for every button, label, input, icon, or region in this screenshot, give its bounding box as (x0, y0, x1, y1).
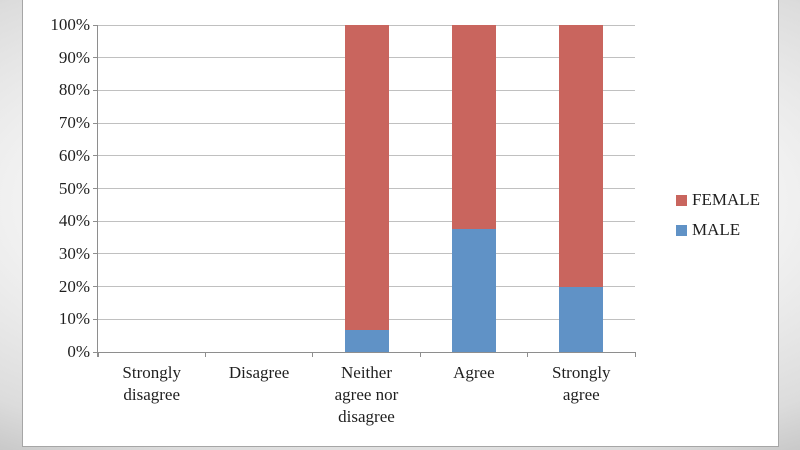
legend-label-female[interactable]: FEMALE (692, 190, 760, 209)
bar-segment-male-5[interactable] (559, 286, 603, 352)
legend-swatch-male[interactable] (676, 225, 687, 236)
bar-segment-female-3[interactable] (345, 25, 389, 331)
y-axis-tick-label: 40% (58, 211, 90, 231)
chart-canvas[interactable] (22, 0, 779, 447)
x-axis-line (98, 351, 635, 353)
bar-segment-male-4[interactable] (452, 229, 496, 352)
y-axis-tick-label: 90% (58, 47, 90, 67)
y-axis-tick (93, 318, 98, 320)
y-axis-tick-label: 20% (58, 276, 90, 296)
y-axis-tick (93, 188, 98, 189)
y-axis-tick (93, 286, 98, 288)
y-axis-tick-label: 0% (67, 342, 90, 361)
bar-segment-female-5[interactable] (559, 25, 603, 287)
x-axis-tick (312, 352, 314, 357)
x-axis-category-label: Disagree (228, 363, 290, 382)
y-axis-tick-label: 60% (58, 145, 90, 165)
x-axis-category-label: Strongly agree (552, 363, 611, 404)
legend-label-male[interactable]: MALE (692, 220, 741, 239)
y-axis-tick (93, 24, 98, 26)
y-axis-line (97, 25, 98, 357)
x-axis-category-label: Agree (453, 363, 495, 382)
y-axis-tick (93, 253, 98, 255)
y-axis-tick-label: 70% (58, 113, 90, 133)
y-axis-tick-label: 30% (58, 243, 90, 263)
y-axis-tick-label: 80% (58, 80, 90, 100)
y-axis-tick-label: 50% (58, 178, 90, 198)
y-axis-tick (93, 155, 98, 157)
x-axis-tick (204, 352, 206, 357)
y-axis-tick (93, 351, 98, 353)
y-axis-tick-label: 10% (58, 309, 90, 329)
x-axis-tick (527, 352, 529, 357)
y-axis-tick (93, 89, 98, 91)
x-axis-tick (97, 352, 99, 357)
y-axis-tick (93, 57, 98, 59)
legend-swatch-female[interactable] (676, 195, 687, 206)
bar-segment-male-3[interactable] (345, 330, 389, 352)
x-axis-tick (634, 352, 636, 357)
y-axis-tick (93, 220, 98, 222)
x-axis-category-label: Strongly disagree (122, 363, 181, 404)
y-axis-tick (93, 122, 98, 124)
x-axis-tick (419, 352, 421, 357)
x-axis-category-label: Neither agree nor disagree (334, 363, 399, 426)
bar-segment-female-4[interactable] (452, 25, 496, 230)
y-axis-tick-label: 100% (50, 15, 90, 34)
